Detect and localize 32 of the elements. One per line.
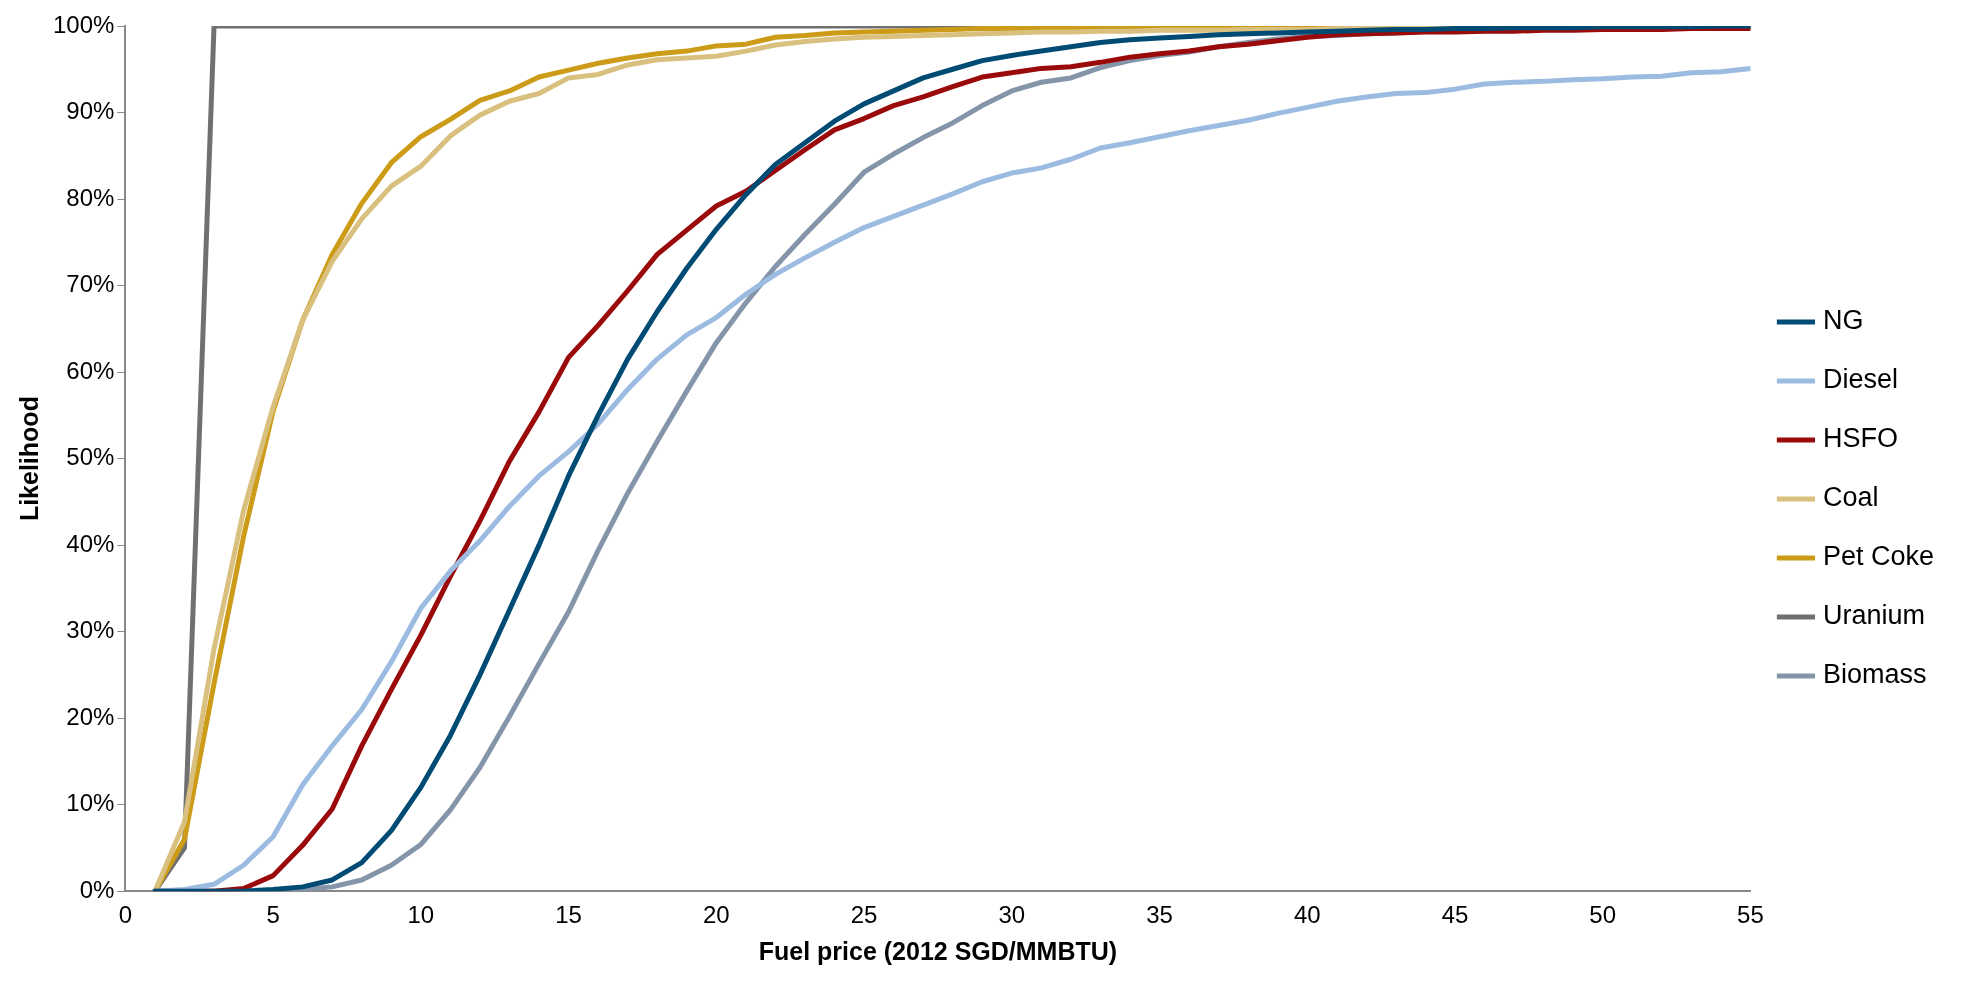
x-tick-label: 10 <box>407 901 435 929</box>
x-axis-title: Fuel price (2012 SGD/MMBTU) <box>758 936 1118 965</box>
y-tick-label: 90% <box>66 97 115 125</box>
y-tick-label: 50% <box>66 443 115 471</box>
x-tick-label: 30 <box>998 901 1026 929</box>
y-tick-label: 70% <box>66 270 115 298</box>
legend-label: HSFO <box>1822 423 1898 454</box>
legend-label: Pet Coke <box>1822 541 1934 572</box>
x-tick-label: 40 <box>1293 901 1321 929</box>
x-tick-label: 45 <box>1441 901 1469 929</box>
legend-label: Coal <box>1822 482 1879 513</box>
y-tick-label: 80% <box>66 183 115 211</box>
y-tick-label: 20% <box>66 702 115 730</box>
legend-label: Uranium <box>1822 600 1925 631</box>
x-tick-label: 35 <box>1146 901 1173 929</box>
y-tick-label: 30% <box>66 616 115 644</box>
x-tick-label: 20 <box>702 901 730 929</box>
x-tick-label: 25 <box>850 901 878 929</box>
y-tick-label: 100% <box>52 10 115 38</box>
x-tick-label: 0 <box>118 901 133 929</box>
legend-label: Diesel <box>1822 364 1898 395</box>
x-tick-label: 50 <box>1589 901 1617 929</box>
y-tick-label: 40% <box>66 529 115 557</box>
y-tick-label: 60% <box>66 356 115 384</box>
y-tick-label: 10% <box>66 789 115 817</box>
x-tick-label: 5 <box>266 901 280 929</box>
y-tick-label: 0% <box>79 875 115 903</box>
legend-label: Biomass <box>1822 659 1927 690</box>
y-axis-title: Likelihood <box>14 396 43 522</box>
legend-label: NG <box>1822 305 1864 336</box>
x-tick-label: 55 <box>1737 901 1764 929</box>
x-tick-label: 15 <box>555 901 582 929</box>
